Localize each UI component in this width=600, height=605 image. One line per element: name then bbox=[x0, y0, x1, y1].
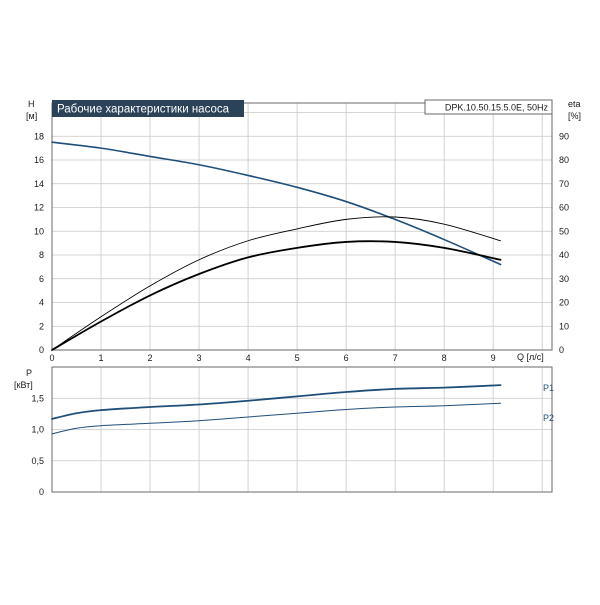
x-tick-label: 4 bbox=[246, 353, 251, 363]
head-plot-frame bbox=[51, 102, 553, 351]
model-label-box bbox=[424, 99, 553, 115]
power-tick-label: 0,5 bbox=[31, 456, 44, 466]
power-tick-label: 0 bbox=[39, 487, 44, 497]
x-tick-label: 8 bbox=[442, 353, 447, 363]
head-tick-labels: 0 2 4 6 8 10 12 14 16 18 bbox=[34, 131, 44, 355]
y2-tick-label: 0 bbox=[559, 345, 564, 355]
chart-title: Рабочие характеристики насоса bbox=[57, 104, 230, 116]
x-tick-label: 0 bbox=[49, 353, 54, 363]
series-label-p2: P2 bbox=[543, 413, 554, 423]
power-curves bbox=[51, 384, 502, 435]
y-tick-label: 4 bbox=[39, 298, 44, 308]
x-tick-label: 6 bbox=[344, 353, 349, 363]
y-tick-label: 6 bbox=[39, 274, 44, 284]
y-tick-label: 8 bbox=[39, 250, 44, 260]
efficiency-curve-total bbox=[51, 240, 502, 351]
y2-tick-label: 70 bbox=[559, 179, 569, 189]
x-tick-label: 2 bbox=[148, 353, 153, 363]
efficiency-tick-labels: 0 10 20 30 40 50 60 70 80 90 bbox=[559, 131, 569, 355]
power-curve-p1 bbox=[51, 384, 502, 420]
y-tick-label: 10 bbox=[34, 226, 44, 236]
y-axis-label-p: P bbox=[26, 368, 32, 378]
power-panel: P [кВт] 0 0,5 1,0 1,5 P1 P2 bbox=[14, 366, 554, 497]
y2-tick-label: 80 bbox=[559, 155, 569, 165]
y2-tick-label: 90 bbox=[559, 131, 569, 141]
head-efficiency-curves bbox=[51, 141, 502, 351]
model-label: DPK.10.50.15.5.0E, 50Hz bbox=[445, 103, 549, 113]
x-tick-label: 5 bbox=[295, 353, 300, 363]
y-tick-label: 16 bbox=[34, 155, 44, 165]
series-label-p1: P1 bbox=[543, 383, 554, 393]
head-efficiency-panel: Рабочие характеристики насоса DPK.10.50.… bbox=[26, 99, 581, 363]
y2-tick-label: 30 bbox=[559, 274, 569, 284]
y2-tick-label: 50 bbox=[559, 226, 569, 236]
y2-tick-label: 40 bbox=[559, 250, 569, 260]
x-tick-label: 9 bbox=[491, 353, 496, 363]
y2-tick-label: 60 bbox=[559, 203, 569, 213]
y2-tick-label: 10 bbox=[559, 321, 569, 331]
y2-tick-label: 20 bbox=[559, 298, 569, 308]
flow-tick-labels: 0 1 2 3 4 5 6 7 8 9 bbox=[49, 353, 495, 363]
y2-axis-label-eta: eta bbox=[568, 99, 581, 109]
power-tick-label: 1,5 bbox=[31, 393, 44, 403]
y-tick-label: 12 bbox=[34, 203, 44, 213]
head-curve bbox=[51, 141, 502, 266]
power-plot-frame bbox=[51, 366, 553, 493]
y2-axis-unit-eta: [%] bbox=[568, 111, 581, 121]
y-tick-label: 18 bbox=[34, 131, 44, 141]
power-curve-p2 bbox=[51, 402, 502, 435]
power-tick-label: 1,0 bbox=[31, 425, 44, 435]
head-grid bbox=[51, 103, 552, 351]
x-tick-label: 7 bbox=[393, 353, 398, 363]
y-tick-label: 2 bbox=[39, 321, 44, 331]
y-tick-label: 14 bbox=[34, 179, 44, 189]
y-tick-label: 0 bbox=[39, 345, 44, 355]
power-tick-labels: 0 0,5 1,0 1,5 bbox=[31, 393, 44, 497]
x-tick-label: 1 bbox=[99, 353, 104, 363]
x-axis-label-q: Q [л/с] bbox=[517, 352, 544, 362]
x-tick-label: 3 bbox=[197, 353, 202, 363]
chart-title-box bbox=[52, 100, 244, 117]
y-axis-label-h: H bbox=[28, 99, 35, 109]
y-axis-unit-p: [кВт] bbox=[14, 380, 33, 390]
efficiency-curve-pump bbox=[51, 216, 501, 351]
y-axis-unit-h: [м] bbox=[26, 111, 37, 121]
